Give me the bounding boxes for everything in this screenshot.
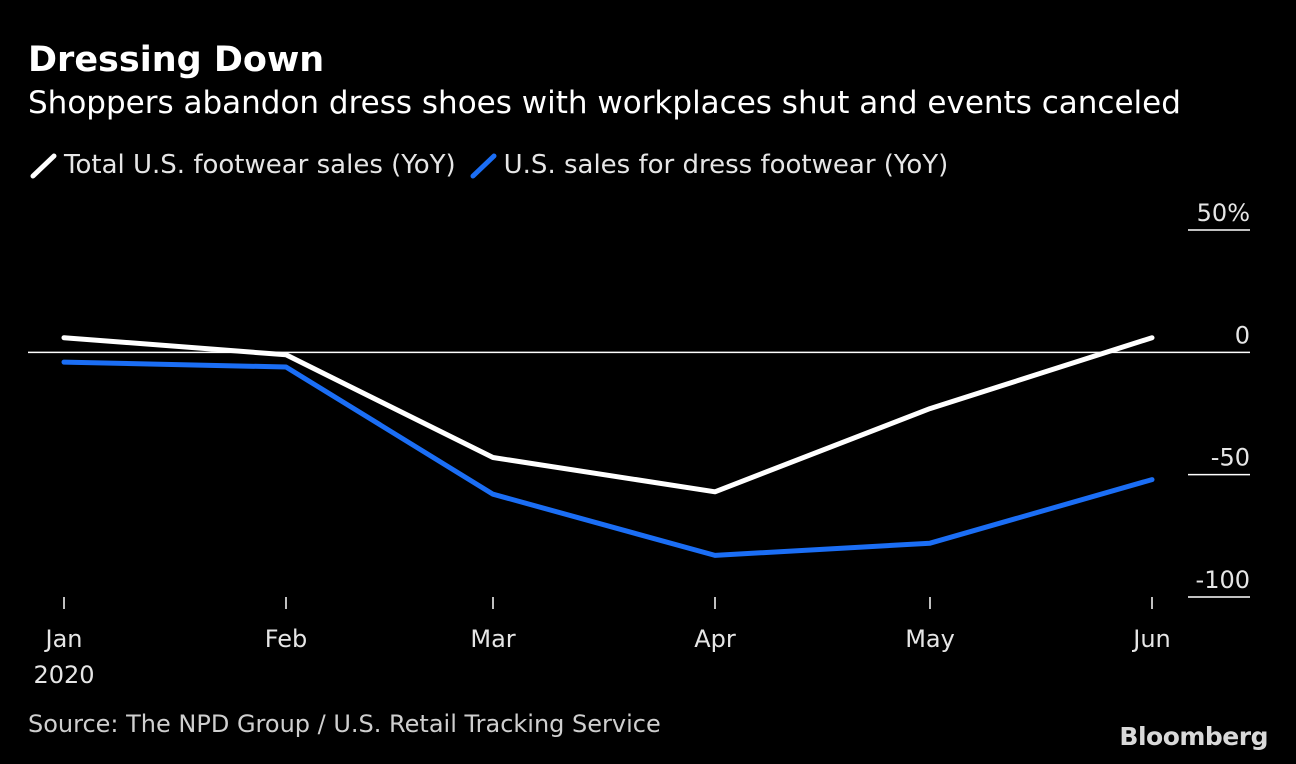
x-tick-label-mar: Mar	[470, 625, 515, 653]
y-tick-label-2: -50	[1211, 444, 1250, 472]
bloomberg-logo: Bloomberg	[1119, 722, 1268, 751]
legend-item-total: Total U.S. footwear sales (YoY)	[28, 150, 456, 180]
series-line-total-footwear	[61, 335, 1155, 495]
legend-swatch-total	[28, 150, 58, 180]
x-year-label: 2020	[33, 661, 94, 689]
x-tick-label-may: May	[905, 625, 955, 653]
x-tick-label-feb: Feb	[265, 625, 308, 653]
y-tick-label-3: -100	[1196, 566, 1250, 594]
legend-swatch-dress	[468, 150, 498, 180]
x-tick-label-apr: Apr	[694, 625, 736, 653]
y-tick-label-0: 50%	[1197, 199, 1250, 227]
chart-subtitle: Shoppers abandon dress shoes with workpl…	[28, 85, 1181, 121]
x-tick-label-jan: Jan	[44, 625, 83, 653]
y-tick-label-1: 0	[1235, 321, 1250, 349]
legend: Total U.S. footwear sales (YoY) U.S. sal…	[28, 150, 960, 180]
chart-title: Dressing Down	[28, 40, 325, 80]
legend-item-dress: U.S. sales for dress footwear (YoY)	[468, 150, 949, 180]
x-tick-label-jun: Jun	[1131, 625, 1171, 653]
series-line-dress-footwear	[61, 359, 1155, 558]
legend-label-dress: U.S. sales for dress footwear (YoY)	[503, 150, 949, 180]
source-note: Source: The NPD Group / U.S. Retail Trac…	[28, 710, 661, 738]
legend-label-total: Total U.S. footwear sales (YoY)	[64, 150, 456, 180]
